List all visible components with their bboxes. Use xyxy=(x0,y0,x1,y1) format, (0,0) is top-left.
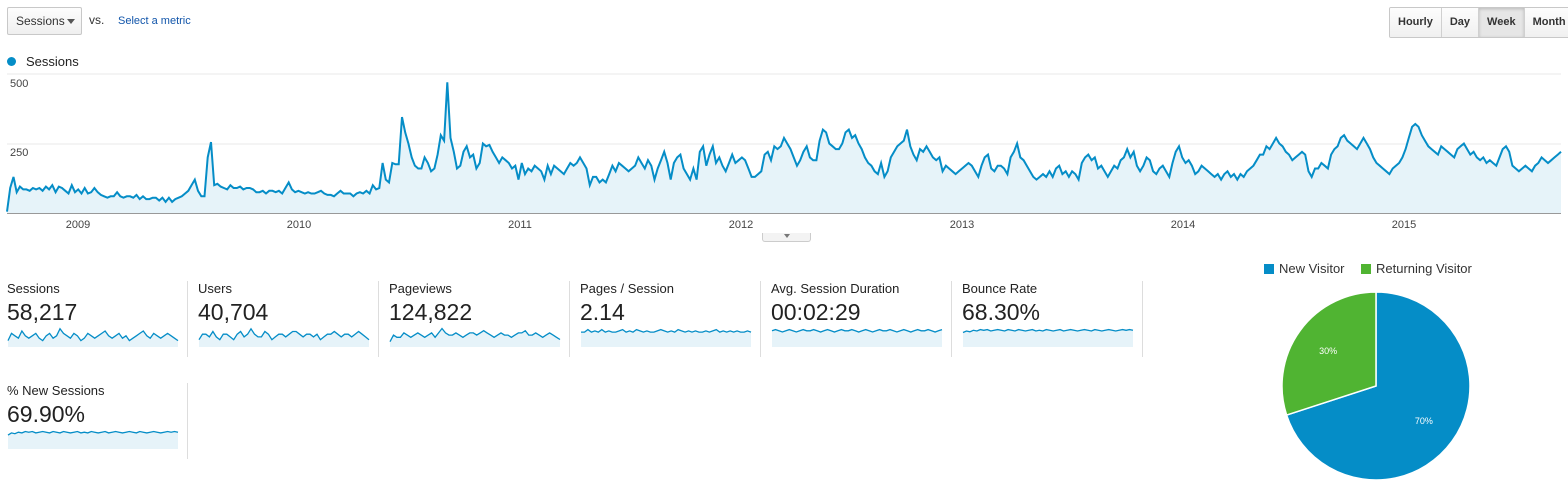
visitor-type-pie-chart[interactable]: 70% 30% xyxy=(1280,290,1472,482)
sessions-legend-dot-icon xyxy=(7,57,16,66)
scorecard-label: Bounce Rate xyxy=(962,281,1038,296)
card-divider xyxy=(1142,281,1143,357)
hourly-button[interactable]: Hourly xyxy=(1390,8,1441,37)
metric-select[interactable]: Sessions xyxy=(7,7,82,35)
scorecard-label: Pageviews xyxy=(389,281,452,296)
scorecard-avg-session-duration[interactable]: Avg. Session Duration 00:02:29 xyxy=(771,281,943,357)
sessions-legend-label: Sessions xyxy=(26,54,79,69)
month-button[interactable]: Month xyxy=(1523,8,1568,37)
sessions-sparkline xyxy=(7,327,179,347)
y-tick-500: 500 xyxy=(10,78,28,90)
scorecard-value: 68.30% xyxy=(962,299,1041,325)
y-tick-250: 250 xyxy=(10,147,28,159)
x-tick-label: 2013 xyxy=(950,219,974,231)
card-divider xyxy=(378,281,379,357)
x-tick-label: 2009 xyxy=(66,219,90,231)
sparkline-line xyxy=(581,328,752,333)
sparkline-line xyxy=(7,430,179,436)
sparkline-area xyxy=(581,329,751,347)
sessions-area xyxy=(7,82,1561,213)
sessions-over-time-chart[interactable]: 500 250 2009 2010 2011 2012 2013 2014 2015 xyxy=(0,70,1568,235)
scorecard-pages-per-session[interactable]: Pages / Session 2.14 xyxy=(580,281,752,357)
day-button[interactable]: Day xyxy=(1440,8,1479,37)
card-divider xyxy=(951,281,952,357)
x-tick-label: 2010 xyxy=(287,219,311,231)
pie-label-new-visitor: 70% xyxy=(1415,416,1433,426)
x-tick-label: 2012 xyxy=(729,219,753,231)
scorecard-users[interactable]: Users 40,704 xyxy=(198,281,370,357)
pie-legend-label: Returning Visitor xyxy=(1376,261,1472,276)
x-tick-label: 2011 xyxy=(508,219,532,231)
card-divider xyxy=(187,383,188,459)
sparkline-line xyxy=(962,328,1134,334)
scorecard-label: Avg. Session Duration xyxy=(771,281,900,296)
card-divider xyxy=(569,281,570,357)
week-button[interactable]: Week xyxy=(1478,8,1524,37)
select-metric-link[interactable]: Select a metric xyxy=(118,15,191,27)
sparkline-area xyxy=(8,431,178,449)
scorecard-label: Users xyxy=(198,281,232,296)
sparkline-area xyxy=(8,328,178,347)
card-divider xyxy=(760,281,761,357)
sparkline-area xyxy=(772,329,942,347)
pie-slice-returning-visitor[interactable] xyxy=(1281,291,1377,416)
x-tick-label: 2014 xyxy=(1171,219,1195,231)
scorecard-value: 00:02:29 xyxy=(771,299,861,325)
pie-slice-new-visitor[interactable] xyxy=(1285,291,1471,481)
pages-per-session-sparkline xyxy=(581,328,752,347)
scorecard-value: 40,704 xyxy=(198,299,269,325)
period-toggle-group: Hourly Day Week Month xyxy=(1389,7,1568,38)
scorecard-value: 124,822 xyxy=(389,299,473,325)
scorecard-value: 2.14 xyxy=(580,299,625,325)
card-divider xyxy=(187,281,188,357)
avg-session-duration-sparkline xyxy=(771,328,943,347)
bounce-rate-sparkline xyxy=(962,328,1134,347)
chevron-down-icon xyxy=(67,19,75,24)
sparkline-line xyxy=(198,327,370,341)
users-sparkline xyxy=(198,327,370,347)
pie-legend-returning-visitor: Returning Visitor xyxy=(1361,261,1472,276)
metric-select-label: Sessions xyxy=(16,14,65,28)
sparkline-area xyxy=(390,328,560,347)
scorecard-pageviews[interactable]: Pageviews 124,822 xyxy=(389,281,561,357)
sessions-line xyxy=(6,82,1562,212)
pie-label-returning-visitor: 30% xyxy=(1319,346,1337,356)
scorecard-label: Sessions xyxy=(7,281,60,296)
scorecard-label: % New Sessions xyxy=(7,383,105,398)
sparkline-line xyxy=(771,328,943,333)
scorecard-label: Pages / Session xyxy=(580,281,674,296)
scorecard-bounce-rate[interactable]: Bounce Rate 68.30% xyxy=(962,281,1134,357)
sparkline-area xyxy=(963,329,1133,347)
chart-collapse-toggle[interactable] xyxy=(762,233,811,242)
sparkline-area xyxy=(199,328,369,347)
collapse-arrow-icon xyxy=(784,234,790,238)
sparkline-line xyxy=(389,327,561,343)
pie-legend-label: New Visitor xyxy=(1279,261,1345,276)
pie-legend-new-visitor: New Visitor xyxy=(1264,261,1345,276)
x-tick-label: 2015 xyxy=(1392,219,1416,231)
scorecard-sessions[interactable]: Sessions 58,217 xyxy=(7,281,179,357)
new-sessions-sparkline xyxy=(7,430,179,449)
vs-label: vs. xyxy=(89,13,105,27)
scorecard-new-sessions[interactable]: % New Sessions 69.90% xyxy=(7,383,179,459)
scorecard-value: 58,217 xyxy=(7,299,78,325)
pageviews-sparkline xyxy=(389,327,561,347)
returning-visitor-swatch-icon xyxy=(1361,263,1371,274)
scorecard-value: 69.90% xyxy=(7,401,86,427)
sparkline-line xyxy=(7,327,179,342)
new-visitor-swatch-icon xyxy=(1264,263,1274,274)
